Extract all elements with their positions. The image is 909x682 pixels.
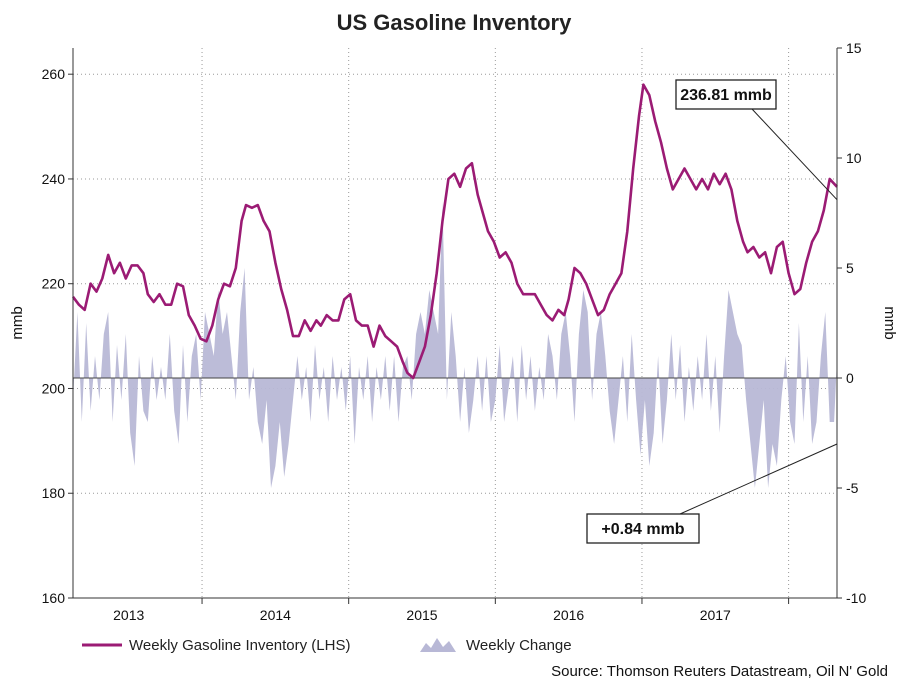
- x-tick-label: 2014: [260, 607, 291, 623]
- legend: Weekly Gasoline Inventory (LHS) Weekly C…: [82, 637, 572, 654]
- weekly-change-area-path: [73, 202, 837, 488]
- change-callout-box: [586, 513, 700, 544]
- y-tick-label: 260: [42, 66, 66, 82]
- y-tick-label: 220: [42, 276, 66, 292]
- right-axis-ticks: -10 -5 0 5 10 15: [837, 40, 866, 606]
- legend-label-change: Weekly Change: [466, 637, 572, 654]
- inventory-line: [71, 83, 838, 380]
- right-axis-title: mmb: [881, 306, 898, 339]
- plot-frame: [72, 48, 838, 599]
- inventory-callout-leader: [751, 108, 838, 201]
- y-tick-label: 180: [42, 485, 66, 501]
- left-axis-title: mmb: [9, 306, 26, 339]
- change-callout-label: +0.84 mmb: [601, 521, 684, 538]
- legend-swatch-change: [420, 638, 456, 652]
- y2-tick-label: 5: [846, 260, 854, 276]
- x-tick-label: 2017: [700, 607, 731, 623]
- change-callout-leader: [679, 443, 838, 515]
- y2-tick-label: -10: [846, 590, 866, 606]
- inventory-callout-label: 236.81 mmb: [680, 87, 772, 104]
- y2-tick-label: -5: [846, 480, 859, 496]
- left-axis-ticks: 160 180 200 220 240 260: [42, 66, 73, 606]
- weekly-change-area: [73, 202, 837, 488]
- x-tick-label: 2016: [553, 607, 584, 623]
- y-tick-label: 200: [42, 380, 66, 396]
- chart-title: US Gasoline Inventory: [337, 10, 572, 35]
- y-tick-label: 160: [42, 590, 66, 606]
- y2-tick-label: 0: [846, 370, 854, 386]
- y2-tick-label: 10: [846, 150, 862, 166]
- callouts: 236.81 mmb +0.84 mmb: [586, 79, 838, 544]
- y2-tick-label: 15: [846, 40, 862, 56]
- inventory-line-path: [71, 83, 838, 380]
- legend-label-inventory: Weekly Gasoline Inventory (LHS): [129, 637, 350, 654]
- source-note: Source: Thomson Reuters Datastream, Oil …: [551, 663, 888, 680]
- x-tick-label: 2013: [113, 607, 144, 623]
- inventory-callout-box: [675, 79, 777, 110]
- y-tick-label: 240: [42, 171, 66, 187]
- x-tick-label: 2015: [406, 607, 437, 623]
- x-axis-ticks: 2013 2014 2015 2016 2017: [113, 598, 790, 623]
